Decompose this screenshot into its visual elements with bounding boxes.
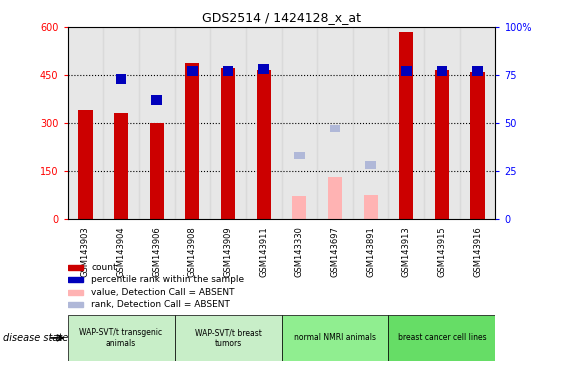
Bar xyxy=(210,27,246,219)
Bar xyxy=(246,27,282,219)
Bar xyxy=(437,66,447,76)
Text: value, Detection Call = ABSENT: value, Detection Call = ABSENT xyxy=(91,288,235,297)
Text: WAP-SVT/t transgenic
animals: WAP-SVT/t transgenic animals xyxy=(79,328,163,348)
Bar xyxy=(116,74,126,84)
Bar xyxy=(388,27,424,219)
Bar xyxy=(78,110,92,219)
Bar xyxy=(292,197,306,219)
Bar xyxy=(364,195,378,219)
Bar xyxy=(328,177,342,219)
Bar xyxy=(222,66,233,76)
FancyBboxPatch shape xyxy=(68,315,175,361)
Bar xyxy=(139,27,175,219)
Bar xyxy=(68,302,83,307)
Bar xyxy=(185,63,199,219)
Bar xyxy=(460,27,495,219)
Text: percentile rank within the sample: percentile rank within the sample xyxy=(91,275,244,284)
Bar xyxy=(435,70,449,219)
Text: count: count xyxy=(91,263,117,272)
Bar xyxy=(353,27,388,219)
Bar xyxy=(471,72,485,219)
Text: breast cancer cell lines: breast cancer cell lines xyxy=(397,333,486,343)
Bar xyxy=(399,31,413,219)
Bar xyxy=(365,161,376,169)
Bar xyxy=(401,66,412,76)
FancyBboxPatch shape xyxy=(175,315,282,361)
Bar xyxy=(175,27,210,219)
Text: normal NMRI animals: normal NMRI animals xyxy=(294,333,376,343)
Bar xyxy=(187,66,198,76)
Bar xyxy=(68,27,103,219)
Bar xyxy=(330,125,340,132)
Bar xyxy=(114,113,128,219)
Bar xyxy=(282,27,317,219)
Bar xyxy=(150,123,164,219)
Text: WAP-SVT/t breast
tumors: WAP-SVT/t breast tumors xyxy=(195,328,261,348)
Bar xyxy=(68,277,83,282)
Bar xyxy=(424,27,460,219)
Bar xyxy=(472,66,483,76)
Text: rank, Detection Call = ABSENT: rank, Detection Call = ABSENT xyxy=(91,300,230,309)
Bar xyxy=(257,70,271,219)
Bar xyxy=(317,27,353,219)
Bar xyxy=(68,265,83,270)
Title: GDS2514 / 1424128_x_at: GDS2514 / 1424128_x_at xyxy=(202,11,361,24)
Bar xyxy=(151,95,162,104)
Bar xyxy=(221,68,235,219)
Text: disease state: disease state xyxy=(3,333,68,343)
Bar xyxy=(68,290,83,295)
FancyBboxPatch shape xyxy=(282,315,388,361)
Bar xyxy=(294,152,305,159)
Bar xyxy=(103,27,139,219)
FancyBboxPatch shape xyxy=(388,315,495,361)
Bar xyxy=(258,64,269,74)
